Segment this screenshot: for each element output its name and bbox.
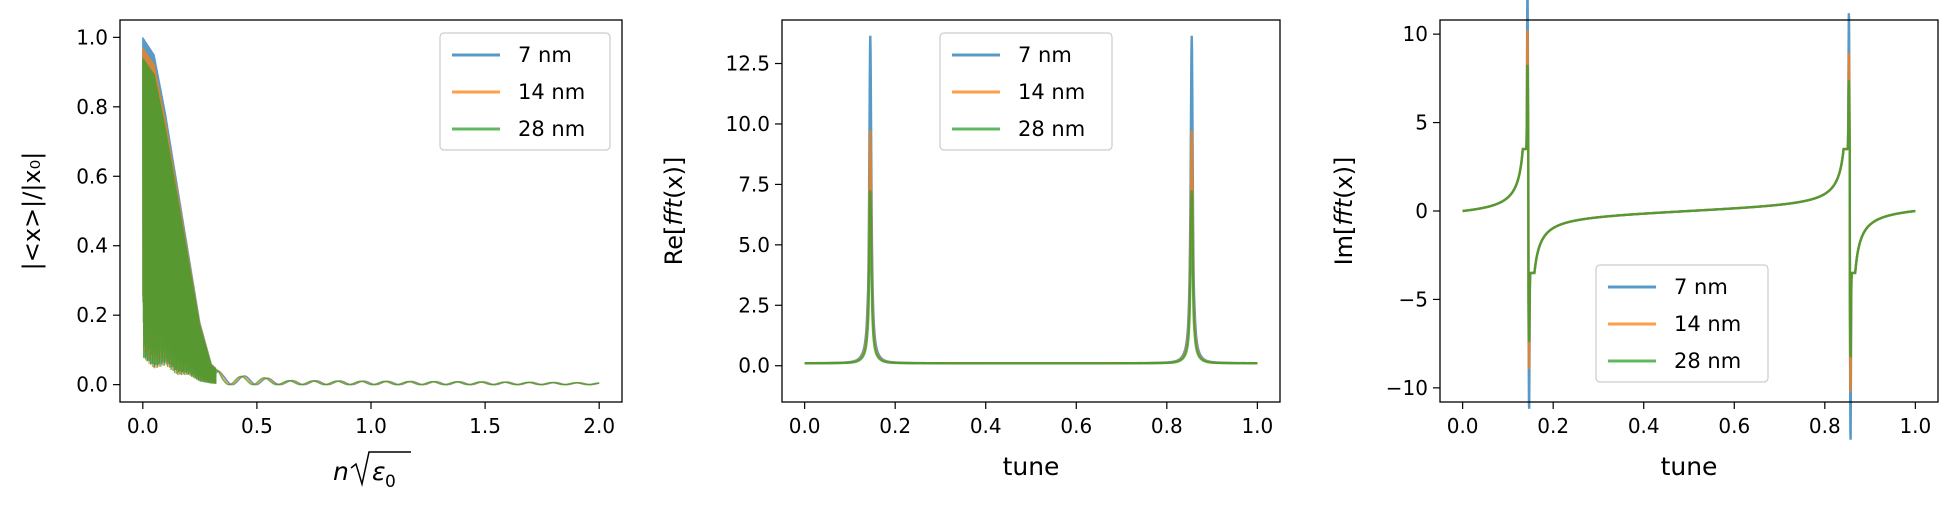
y-tick-label: 7.5 — [738, 172, 770, 196]
legend-label: 14 nm — [1018, 80, 1085, 104]
y-tick-label: 0 — [1415, 199, 1428, 223]
series-line — [804, 190, 1258, 365]
x-tick-label: 0.8 — [1151, 414, 1183, 438]
series-line — [1462, 64, 1916, 358]
legend: 7 nm 14 nm 28 nm — [939, 32, 1113, 151]
x-axis-label: tune — [1661, 452, 1718, 481]
y-tick-label: 5.0 — [738, 233, 770, 257]
y-tick-label: 0.8 — [76, 95, 108, 119]
y-tick-label: 10 — [1403, 22, 1428, 46]
legend-label: 7 nm — [1674, 275, 1728, 299]
y-tick-label: −5 — [1399, 287, 1428, 311]
y-tick-label: 0.2 — [76, 303, 108, 327]
y-axis-label: |<x>|/|x₀| — [18, 152, 46, 271]
legend-label: 28 nm — [1018, 117, 1085, 141]
x-tick-label: 1.0 — [1899, 414, 1931, 438]
y-tick-label: 1.0 — [76, 25, 108, 49]
legend-label: 14 nm — [1674, 312, 1741, 336]
y-axis-label-pre: Re[ — [660, 226, 688, 266]
legend-label: 28 nm — [518, 117, 585, 141]
x-tick-label: 0.4 — [970, 414, 1002, 438]
chart-amplitude-decay: 0.0 0.5 1.0 1.5 2.0 0.0 0.2 0.4 0.6 0.8 1.0 7 nm 14 … — [18, 19, 623, 492]
y-tick-label: 0.6 — [76, 164, 108, 188]
y-tick-label: 0.4 — [76, 234, 108, 258]
x-tick-label: 0.6 — [1718, 414, 1750, 438]
y-axis-label: Re[fft(x)] — [660, 157, 688, 266]
x-tick-label: 0.4 — [1628, 414, 1660, 438]
x-axis-label-subscript: 0 — [385, 472, 396, 492]
plot-area — [1462, 0, 1916, 440]
legend-frame — [439, 32, 611, 151]
y-axis-label-post: (x)] — [1330, 157, 1358, 199]
y-tick-label: 0.0 — [76, 373, 108, 397]
series-line — [142, 58, 600, 386]
legend-label: 28 nm — [1674, 349, 1741, 373]
y-axis-label-italic: fft — [660, 197, 688, 225]
x-tick-label: 0.2 — [879, 414, 911, 438]
y-axis-label-italic: fft — [1330, 197, 1358, 225]
y-tick-label: 0.0 — [738, 354, 770, 378]
y-axis-label-post: (x)] — [660, 157, 688, 199]
radical-sign — [350, 451, 411, 487]
x-tick-label: 0.8 — [1809, 414, 1841, 438]
x-tick-label: 1.0 — [355, 414, 387, 438]
legend-label: 7 nm — [518, 43, 572, 67]
plot-frame — [781, 19, 1281, 403]
y-axis-label-pre: Im[ — [1330, 226, 1358, 266]
x-axis-label-symbol: ε — [372, 457, 386, 486]
legend-frame — [1595, 264, 1769, 383]
plot-area — [804, 35, 1258, 365]
legend-label: 14 nm — [518, 80, 585, 104]
x-tick-label: 2.0 — [583, 414, 615, 438]
y-axis-label: Im[fft(x)] — [1330, 157, 1358, 266]
y-tick-label: 12.5 — [725, 52, 770, 76]
y-tick-label: 5 — [1415, 111, 1428, 135]
chart-real-fft: 0.0 0.2 0.4 0.6 0.8 1.0 0.0 2.5 5.0 7.5 10.0 12.5 7 … — [660, 19, 1281, 481]
chart-imag-fft: 0.0 0.2 0.4 0.6 0.8 1.0 −10 −5 0 5 10 7 nm 14 nm 28 n… — [1330, 0, 1939, 481]
legend-label: 7 nm — [1018, 43, 1072, 67]
y-tick-label: 2.5 — [738, 293, 770, 317]
x-tick-label: 1.0 — [1241, 414, 1273, 438]
plot-area — [142, 37, 600, 386]
y-tick-label: −10 — [1386, 376, 1428, 400]
y-tick-label: 10.0 — [725, 112, 770, 136]
x-tick-label: 0.0 — [789, 414, 821, 438]
legend-frame — [939, 32, 1113, 151]
x-axis-label-variable: n — [333, 457, 349, 486]
x-tick-label: 0.0 — [1447, 414, 1479, 438]
x-tick-label: 1.5 — [469, 414, 501, 438]
x-tick-label: 0.6 — [1060, 414, 1092, 438]
x-tick-label: 0.2 — [1537, 414, 1569, 438]
x-tick-label: 0.5 — [241, 414, 273, 438]
x-axis-label: tune — [1003, 452, 1060, 481]
x-tick-label: 0.0 — [127, 414, 159, 438]
legend: 7 nm 14 nm 28 nm — [439, 32, 611, 151]
legend: 7 nm 14 nm 28 nm — [1595, 264, 1769, 383]
